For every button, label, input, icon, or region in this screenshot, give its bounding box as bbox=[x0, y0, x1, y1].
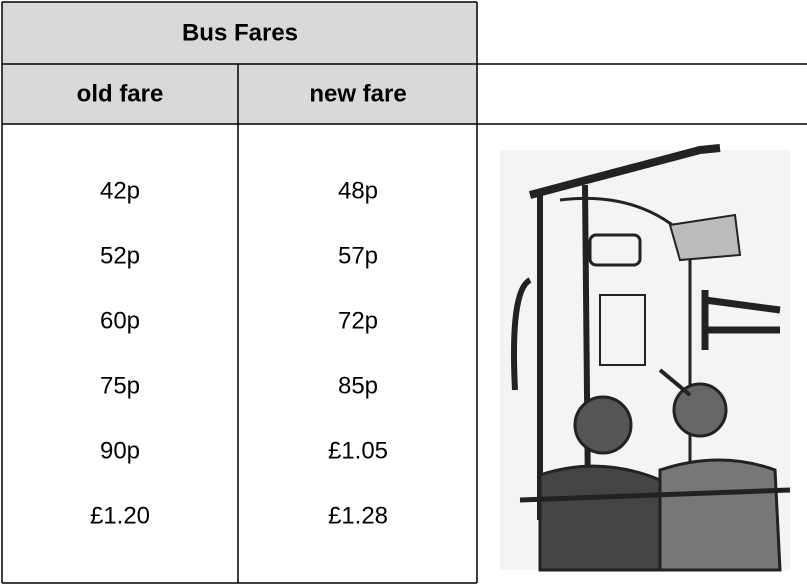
table-body: 42p 48p 52p 57p 60p 72p 75p 85p 90p £1.05 £1.20 £1.… bbox=[90, 177, 388, 529]
table-cell: 72p bbox=[338, 307, 378, 334]
table-cell: 42p bbox=[100, 177, 140, 204]
table-cell: 60p bbox=[100, 307, 140, 334]
table-cell: £1.28 bbox=[328, 502, 388, 529]
table-title: Bus Fares bbox=[182, 19, 298, 46]
table-cell: 90p bbox=[100, 437, 140, 464]
page: Bus Fares old fare new fare 42p 48p 52p 57p… bbox=[0, 0, 807, 586]
bus-illustration bbox=[500, 148, 790, 570]
table-cell: £1.20 bbox=[90, 502, 150, 529]
table-cell: 85p bbox=[338, 372, 378, 399]
fare-table: Bus Fares old fare new fare 42p 48p 52p 57p… bbox=[0, 0, 807, 586]
table-cell: £1.05 bbox=[328, 437, 388, 464]
column-header: new fare bbox=[309, 80, 406, 107]
table-cell: 52p bbox=[100, 242, 140, 269]
table-cell: 75p bbox=[100, 372, 140, 399]
table-cell: 57p bbox=[338, 242, 378, 269]
table-cell: 48p bbox=[338, 177, 378, 204]
column-header: old fare bbox=[77, 80, 164, 107]
